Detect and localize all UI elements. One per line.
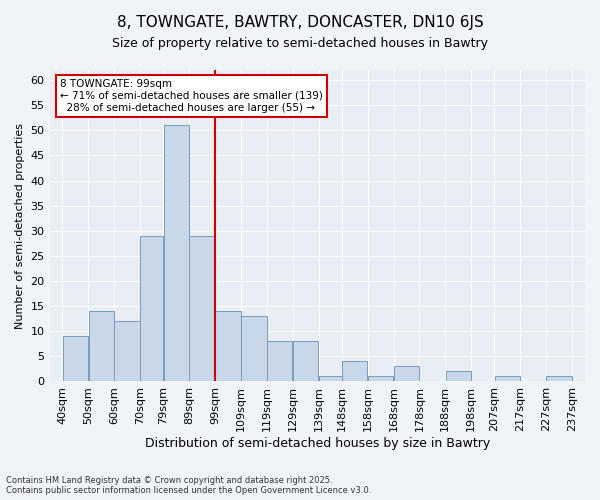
Text: 8, TOWNGATE, BAWTRY, DONCASTER, DN10 6JS: 8, TOWNGATE, BAWTRY, DONCASTER, DN10 6JS: [116, 15, 484, 30]
Bar: [319, 376, 341, 382]
Bar: [547, 376, 572, 382]
Bar: [368, 376, 394, 382]
X-axis label: Distribution of semi-detached houses by size in Bawtry: Distribution of semi-detached houses by …: [145, 437, 490, 450]
Bar: [342, 362, 367, 382]
Bar: [115, 321, 140, 382]
Y-axis label: Number of semi-detached properties: Number of semi-detached properties: [15, 122, 25, 328]
Bar: [164, 126, 189, 382]
Bar: [394, 366, 419, 382]
Text: 8 TOWNGATE: 99sqm
← 71% of semi-detached houses are smaller (139)
  28% of semi-: 8 TOWNGATE: 99sqm ← 71% of semi-detached…: [60, 80, 323, 112]
Bar: [267, 342, 292, 382]
Bar: [446, 372, 471, 382]
Bar: [241, 316, 266, 382]
Bar: [140, 236, 163, 382]
Bar: [495, 376, 520, 382]
Bar: [63, 336, 88, 382]
Text: Contains HM Land Registry data © Crown copyright and database right 2025.
Contai: Contains HM Land Registry data © Crown c…: [6, 476, 371, 495]
Bar: [215, 311, 241, 382]
Bar: [293, 342, 319, 382]
Text: Size of property relative to semi-detached houses in Bawtry: Size of property relative to semi-detach…: [112, 38, 488, 51]
Bar: [89, 311, 114, 382]
Bar: [190, 236, 215, 382]
